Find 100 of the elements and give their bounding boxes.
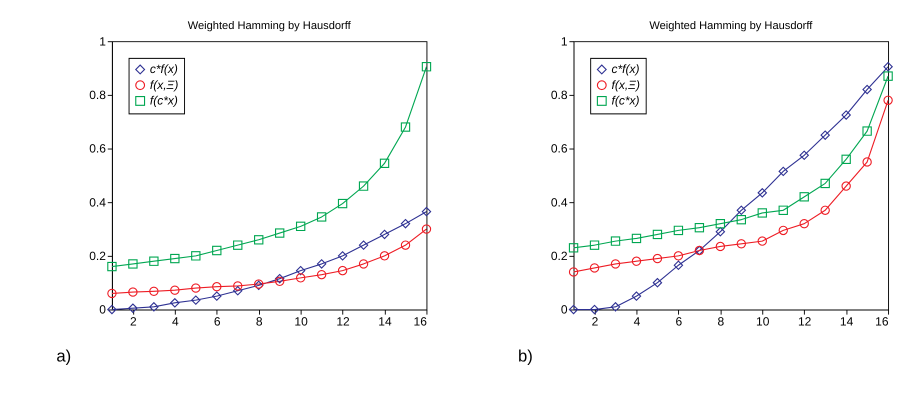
point: [358, 181, 368, 191]
point: [820, 130, 830, 140]
point: [716, 227, 726, 236]
point: [800, 192, 809, 202]
text: a): [56, 346, 72, 366]
text: b): [518, 346, 533, 366]
point: [820, 206, 830, 215]
point: [107, 288, 117, 298]
y-tick-label: 0.6: [89, 142, 106, 156]
x-tick-label: 2: [592, 314, 599, 329]
point: [170, 298, 180, 308]
point: [736, 239, 746, 248]
point: [778, 206, 788, 215]
point: [736, 206, 746, 215]
point: [862, 157, 872, 167]
point: [568, 304, 578, 314]
point: [233, 286, 242, 296]
x-tick-label: 12: [798, 314, 812, 329]
point: [632, 234, 642, 244]
point: [820, 178, 830, 188]
x-tick-label: 12: [336, 314, 350, 329]
point: [128, 303, 138, 313]
point: [758, 208, 767, 218]
point: [632, 256, 642, 266]
point: [212, 282, 222, 292]
x-tick-label: 4: [634, 314, 641, 329]
point: [883, 62, 893, 72]
point: [380, 230, 390, 240]
legend-label: c*f(x): [150, 62, 178, 76]
point: [316, 270, 326, 280]
point: [590, 263, 600, 273]
point: [338, 266, 348, 276]
y-tick-label: 0: [560, 302, 568, 317]
y-tick-label: 0: [99, 302, 106, 317]
point: [107, 262, 117, 272]
point: [716, 242, 726, 252]
point: [128, 259, 138, 269]
y-tick-label: 0.6: [550, 142, 568, 156]
x-tick-label: 14: [840, 314, 854, 329]
x-tick-label: 2: [130, 314, 138, 329]
point: [674, 260, 684, 270]
chart-title: Weighted Hamming by Hausdorff: [649, 20, 814, 32]
point: [212, 246, 222, 256]
point: [254, 235, 264, 244]
point: [590, 304, 600, 314]
point: [149, 302, 159, 312]
point: [316, 259, 326, 269]
x-tick-label: 16: [414, 314, 428, 329]
point: [883, 96, 893, 105]
point: [338, 251, 348, 261]
point: [652, 230, 662, 240]
x-tick-label: 6: [676, 314, 683, 329]
point: [149, 286, 159, 296]
point: [674, 226, 684, 236]
point: [778, 226, 788, 236]
point: [758, 236, 767, 246]
x-tick-label: 6: [214, 314, 221, 329]
point: [632, 291, 642, 301]
point: [358, 240, 368, 250]
x-tick-label: 8: [717, 314, 724, 329]
x-tick-label: 10: [756, 314, 770, 329]
point: [694, 223, 704, 232]
y-tick-label: 1: [99, 34, 106, 48]
point: [610, 236, 620, 246]
point: [610, 302, 620, 312]
point: [400, 218, 410, 228]
x-tick-label: 14: [378, 314, 392, 329]
point: [422, 62, 432, 72]
point: [422, 206, 432, 216]
point: [758, 188, 767, 198]
point: [233, 240, 242, 250]
point: [778, 166, 788, 176]
point: [568, 267, 578, 277]
y-tick-label: 1: [560, 34, 568, 48]
point: [274, 274, 284, 284]
legend-label: f(c*x): [150, 94, 178, 108]
y-tick-label: 0.8: [550, 88, 568, 102]
point: [590, 240, 600, 250]
point: [274, 228, 284, 238]
point: [191, 283, 201, 293]
x-tick-label: 4: [172, 314, 179, 329]
x-tick-label: 16: [875, 314, 889, 329]
point: [610, 259, 620, 269]
point: [170, 254, 180, 264]
point: [107, 304, 117, 314]
legend-label: f(x,Ξ): [150, 78, 178, 92]
x-tick-label: 8: [256, 314, 263, 329]
point: [170, 286, 180, 295]
y-tick-label: 0.4: [89, 195, 106, 210]
point: [800, 218, 809, 228]
point: [736, 214, 746, 224]
point: [652, 278, 662, 288]
point: [674, 251, 684, 261]
point: [380, 158, 390, 168]
y-tick-label: 0.8: [89, 88, 106, 102]
point: [128, 287, 138, 297]
point: [841, 181, 851, 191]
y-tick-label: 0.2: [550, 249, 568, 264]
point: [380, 251, 390, 261]
point: [212, 291, 222, 301]
